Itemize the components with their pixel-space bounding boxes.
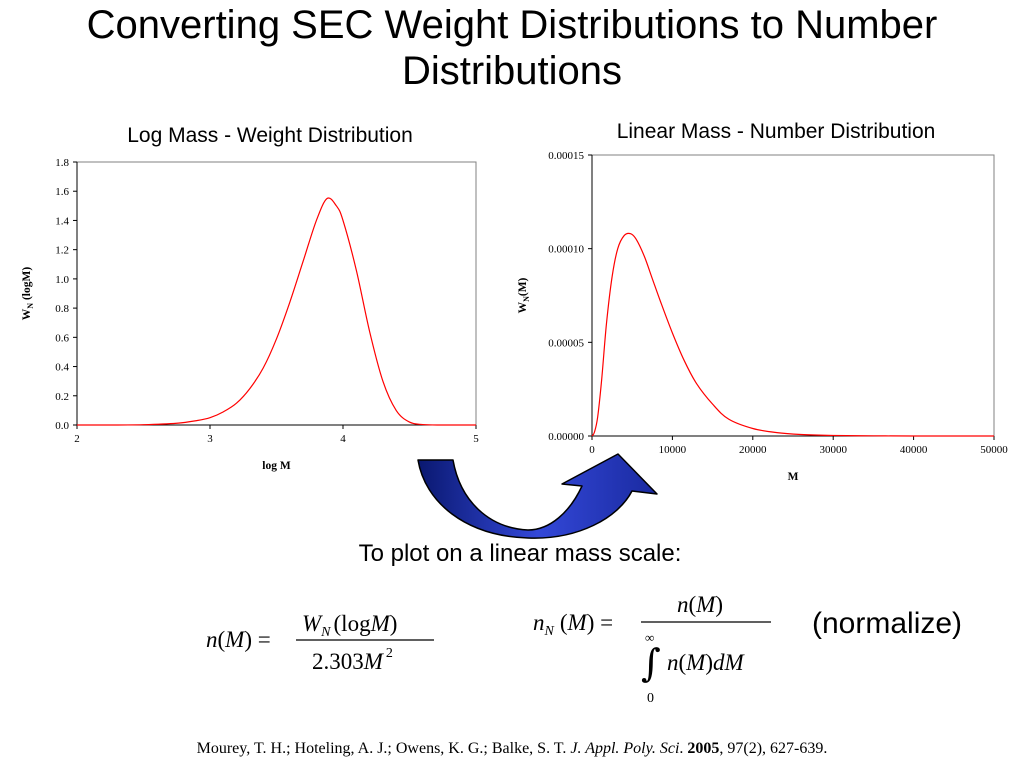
- x-tick-label: 50000: [980, 444, 1008, 456]
- x-tick-label: 3: [207, 433, 213, 445]
- normalize-note: (normalize): [812, 607, 963, 640]
- plot-area-frame: [76, 161, 477, 426]
- plot-area-frame: [591, 154, 995, 437]
- x-axis-title: log M: [262, 460, 291, 472]
- x-tick-label: 5: [473, 433, 479, 445]
- y-tick-label: 0.00005: [548, 337, 584, 349]
- equation-number-distribution: n(M) = WN (logM) 2.303M 2: [206, 609, 446, 684]
- reference-year: 2005: [687, 740, 720, 757]
- y-axis-title: WN (logM): [21, 267, 35, 321]
- y-tick-label: 0.4: [55, 362, 69, 374]
- y-tick-label: 0.8: [55, 303, 69, 315]
- series-line: [76, 197, 477, 426]
- reference-citation: Mourey, T. H.; Hoteling, A. J.; Owens, K…: [0, 740, 1024, 758]
- y-tick-label: 1.2: [55, 245, 69, 257]
- equation-left-graphic: n(M) = WN (logM) 2.303M 2: [206, 611, 434, 674]
- y-tick-label: 0.2: [55, 391, 69, 403]
- y-tick-label: 0.6: [55, 332, 69, 344]
- x-tick-label: 20000: [739, 444, 767, 456]
- equation-normalized-distribution: nN (M) = n(M) ∞ ∫ 0 n(M)dM: [533, 588, 793, 713]
- x-tick-label: 10000: [659, 444, 687, 456]
- equation-left-denominator: 2.303M 2: [312, 646, 393, 674]
- log-mass-weight-chart: 0.0 0.2 0.4 0.6 0.8 1.0 1.2 1.4 1.6 1.8 2 3 4 5 log M W…: [21, 157, 479, 472]
- equation-right-lhs: nN (M) =: [533, 610, 613, 639]
- reference-journal: J. Appl. Poly. Sci: [570, 740, 680, 757]
- reference-authors: Mourey, T. H.; Hoteling, A. J.; Owens, K…: [196, 740, 571, 757]
- y-tick-label: 0.00015: [548, 150, 584, 162]
- chart-title-linear-mass: Linear Mass - Number Distribution: [616, 120, 936, 143]
- x-axis-title: M: [788, 471, 799, 483]
- integral-upper-limit: ∞: [645, 630, 654, 645]
- equation-right-graphic: nN (M) = n(M) ∞ ∫ 0 n(M)dM: [533, 592, 771, 706]
- y-tick-label: 1.6: [55, 186, 69, 198]
- y-tick-label: 0.0: [55, 420, 69, 432]
- reference-volume-pages: , 97(2), 627-639.: [719, 740, 828, 757]
- y-axis-title: WN(M): [517, 277, 531, 313]
- integral-lower-limit: 0: [647, 691, 654, 706]
- series-line: [591, 232, 995, 437]
- x-tick-label: 4: [340, 433, 346, 445]
- x-tick-label: 0: [589, 444, 595, 456]
- integral-sign-icon: ∫: [641, 641, 661, 685]
- equation-left-lhs: n(M) =: [206, 627, 271, 652]
- equation-right-integrand: n(M)dM: [667, 650, 746, 675]
- y-tick-label: 0.00000: [548, 431, 584, 443]
- caption: To plot on a linear mass scale:: [358, 540, 682, 567]
- x-tick-label: 40000: [900, 444, 928, 456]
- x-tick-label: 30000: [819, 444, 847, 456]
- y-tick-label: 1.4: [55, 215, 69, 227]
- equation-right-numerator: n(M): [677, 592, 723, 617]
- equation-left-numerator: WN (logM): [302, 611, 397, 640]
- y-tick-label: 0.00010: [548, 244, 584, 256]
- y-tick-label: 1.0: [55, 274, 69, 286]
- conversion-arrow-icon: [417, 453, 658, 539]
- reference-sep: .: [679, 740, 688, 757]
- y-tick-label: 1.8: [55, 157, 69, 169]
- linear-mass-number-chart: 0.00000 0.00005 0.00010 0.00015 0 10000 20000 3…: [517, 150, 1008, 483]
- slide-title: Converting SEC Weight Distributions to N…: [86, 3, 938, 93]
- x-tick-label: 2: [74, 433, 80, 445]
- chart-title-log-mass: Log Mass - Weight Distribution: [127, 124, 413, 147]
